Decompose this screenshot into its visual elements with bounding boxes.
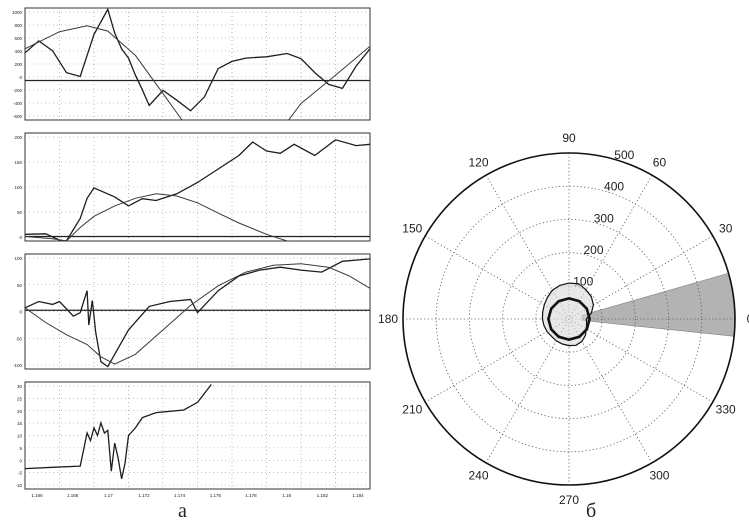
polar-grid-circle [468, 218, 669, 419]
y-tick-label: 600 [14, 36, 22, 41]
series-line-1 [25, 384, 212, 479]
x-tick-label: 1.176 [210, 493, 222, 498]
polar-grid-circle [502, 252, 636, 386]
angle-tick-label: 120 [469, 155, 489, 169]
y-tick-label: -100 [13, 363, 23, 368]
series-line-2 [25, 193, 289, 241]
series-line-1 [25, 258, 370, 368]
y-tick-label: 0 [19, 310, 22, 315]
shaded-wedge [581, 272, 736, 337]
angle-tick-label: 180 [378, 312, 398, 326]
y-tick-label: 100 [14, 256, 22, 261]
x-tick-label: 1.17 [104, 493, 113, 498]
polar-outer-circle [402, 152, 736, 486]
radial-tick-label: 300 [594, 211, 614, 225]
radial-tick-label: 500 [614, 148, 634, 162]
angle-tick-label: 0 [747, 312, 749, 326]
x-tick-label: 1.172 [138, 493, 150, 498]
line-chart-a-1: 1000 800 600 400 200 0 -200 -400 -600 [12, 7, 371, 121]
angle-tick-label: 330 [716, 402, 736, 416]
y-tick-label: 0 [19, 458, 22, 463]
x-tick-label: 1.168 [67, 493, 79, 498]
radial-tick-label: 400 [604, 180, 624, 194]
line-chart-a-4: 30 25 20 15 10 5 0 -5 -10 1.166 1.168 1.17 1.172 1.17… [15, 381, 371, 498]
y-tick-label: 150 [14, 160, 22, 165]
y-tick-label: 200 [14, 62, 22, 67]
polar-grid-circle [535, 285, 603, 353]
y-tick-label: 20 [17, 409, 23, 414]
x-tick-label: 1.184 [352, 493, 364, 498]
radial-tick-label: 200 [584, 243, 604, 257]
y-tick-label: 50 [17, 210, 23, 215]
angle-tick-label: 240 [469, 469, 489, 483]
y-tick-label: -5 [18, 471, 22, 476]
polar-series-2 [547, 297, 591, 341]
line-chart-a-3: 100 50 0 -50 -100 [13, 253, 371, 370]
x-tick-label: 1.166 [31, 493, 43, 498]
y-tick-label: -200 [13, 88, 23, 93]
series-line-2 [25, 263, 370, 365]
angle-tick-label: 150 [402, 222, 422, 236]
y-tick-label: 15 [17, 421, 23, 426]
y-tick-label: -600 [13, 114, 23, 119]
caption-b: б [586, 500, 597, 522]
line-chart-a-2: 200 150 100 50 0 [14, 132, 371, 242]
y-tick-label: -50 [15, 336, 22, 341]
y-tick-label: 25 [17, 396, 23, 401]
y-tick-label: 50 [17, 283, 23, 288]
angle-tick-label: 60 [653, 155, 667, 169]
y-tick-label: 800 [14, 23, 22, 28]
angle-tick-label: 90 [562, 131, 576, 145]
y-tick-label: 200 [14, 135, 22, 140]
series-line-1 [25, 139, 370, 241]
series-line-1 [25, 8, 370, 112]
y-tick-label: 5 [19, 446, 22, 451]
x-tick-label: 1.174 [174, 493, 186, 498]
angle-tick-label: 210 [402, 402, 422, 416]
y-tick-label: -400 [13, 101, 23, 106]
panel-b-polar-chart: 0306090120150180210240270300330100200300… [378, 131, 749, 507]
caption-a: а [178, 500, 187, 522]
y-tick-label: 0 [19, 75, 22, 80]
y-tick-label: 0 [19, 235, 22, 240]
series-line-2 [25, 25, 370, 120]
angle-tick-label: 300 [649, 469, 669, 483]
y-tick-label: 400 [14, 49, 22, 54]
angle-tick-label: 270 [559, 493, 579, 507]
y-tick-label: 100 [14, 185, 22, 190]
y-tick-label: -10 [15, 483, 22, 488]
y-tick-label: 1000 [12, 10, 23, 15]
angle-tick-label: 30 [719, 222, 733, 236]
x-tick-label: 1.178 [245, 493, 257, 498]
polar-series-1 [541, 282, 595, 347]
x-tick-label: 1.18 [282, 493, 291, 498]
panel-a-group: 10008006004002000-200-400-60020015010050… [12, 7, 371, 498]
y-tick-label: 30 [17, 384, 23, 389]
y-tick-label: 10 [17, 434, 23, 439]
x-tick-label: 1.182 [317, 493, 329, 498]
